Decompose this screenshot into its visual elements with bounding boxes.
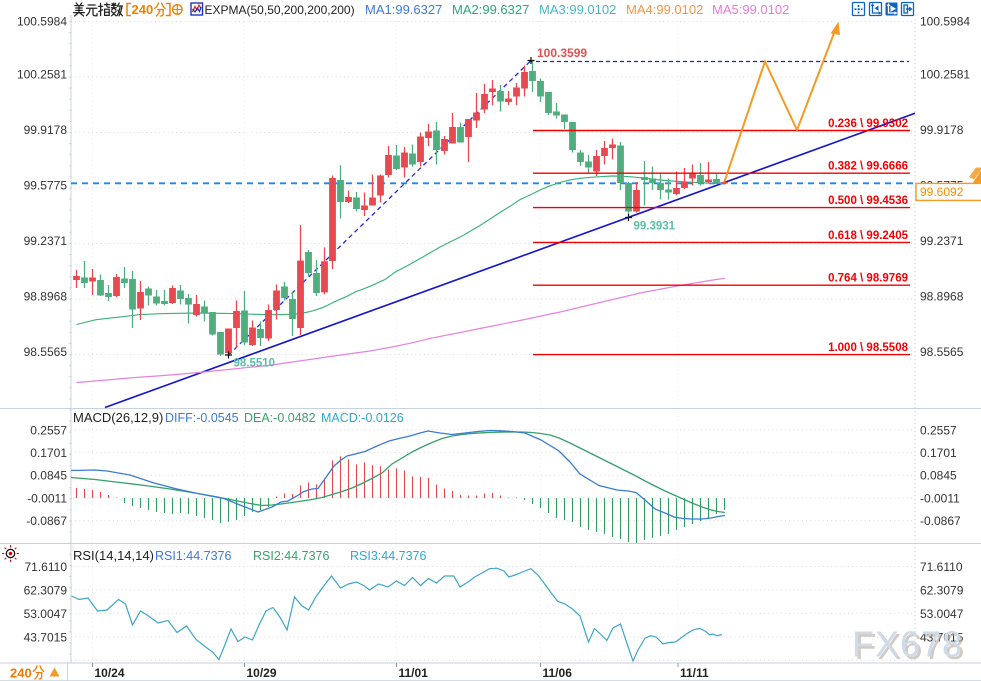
svg-text:53.0047: 53.0047 bbox=[24, 607, 68, 621]
svg-text:240: 240 bbox=[10, 666, 32, 681]
svg-text:99.2371: 99.2371 bbox=[920, 234, 964, 248]
svg-text:99.9178: 99.9178 bbox=[24, 123, 68, 137]
svg-text:240: 240 bbox=[132, 2, 154, 17]
svg-text:MA2:99.6327: MA2:99.6327 bbox=[452, 2, 529, 17]
svg-text:100.2581: 100.2581 bbox=[17, 68, 67, 82]
svg-text:FX678: FX678 bbox=[855, 626, 966, 667]
svg-text:0.618 \ 99.2405: 0.618 \ 99.2405 bbox=[828, 230, 909, 242]
svg-text:-0.0867: -0.0867 bbox=[920, 514, 961, 528]
svg-text:100.5984: 100.5984 bbox=[17, 14, 67, 28]
svg-text:MA1:99.6327: MA1:99.6327 bbox=[365, 2, 442, 17]
svg-text:99.3931: 99.3931 bbox=[634, 221, 676, 233]
svg-text:0.382 \ 99.6666: 0.382 \ 99.6666 bbox=[828, 161, 908, 173]
svg-text:0.236 \ 99.9302: 0.236 \ 99.9302 bbox=[828, 118, 908, 130]
svg-text:0.2557: 0.2557 bbox=[30, 423, 67, 437]
svg-text:FX678: FX678 bbox=[852, 624, 963, 665]
svg-text:98.5565: 98.5565 bbox=[24, 345, 68, 359]
svg-text:98.5510: 98.5510 bbox=[234, 358, 276, 370]
svg-text:62.3079: 62.3079 bbox=[920, 583, 964, 597]
svg-text:-0.0867: -0.0867 bbox=[26, 514, 67, 528]
svg-text:98.5565: 98.5565 bbox=[920, 345, 964, 359]
svg-text:11/11: 11/11 bbox=[680, 666, 709, 680]
svg-text:43.7015: 43.7015 bbox=[24, 630, 68, 644]
svg-text:98.8968: 98.8968 bbox=[920, 290, 964, 304]
svg-text:0.1701: 0.1701 bbox=[920, 446, 957, 460]
svg-text:71.6110: 71.6110 bbox=[25, 560, 68, 574]
svg-text:0.1701: 0.1701 bbox=[30, 446, 67, 460]
svg-text:11/01: 11/01 bbox=[399, 666, 429, 680]
svg-text:-0.0011: -0.0011 bbox=[920, 491, 960, 505]
svg-text:MA5:99.0102: MA5:99.0102 bbox=[712, 2, 789, 17]
svg-text:10/29: 10/29 bbox=[247, 666, 277, 680]
svg-text:1.000 \ 98.5508: 1.000 \ 98.5508 bbox=[828, 342, 909, 354]
svg-text:98.8968: 98.8968 bbox=[24, 290, 68, 304]
svg-text:62.3079: 62.3079 bbox=[24, 583, 68, 597]
svg-text:10/24: 10/24 bbox=[95, 666, 125, 680]
svg-text:100.3599: 100.3599 bbox=[537, 46, 587, 60]
svg-text:99.9178: 99.9178 bbox=[920, 123, 964, 137]
svg-text:43.7015: 43.7015 bbox=[920, 630, 964, 644]
svg-text:53.0047: 53.0047 bbox=[920, 607, 964, 621]
svg-text:EXPMA(50,50,200,200,200): EXPMA(50,50,200,200,200) bbox=[205, 3, 355, 17]
svg-text:11/06: 11/06 bbox=[543, 666, 573, 680]
svg-text:RSI(14,14,14): RSI(14,14,14) bbox=[73, 548, 154, 563]
svg-text:RSI3:44.7376: RSI3:44.7376 bbox=[350, 549, 426, 563]
svg-text:100.5984: 100.5984 bbox=[920, 14, 970, 28]
svg-text:100.2581: 100.2581 bbox=[920, 68, 970, 82]
svg-text:99.2371: 99.2371 bbox=[24, 234, 68, 248]
svg-text:RSI1:44.7376: RSI1:44.7376 bbox=[155, 549, 231, 563]
svg-text:99.6092: 99.6092 bbox=[920, 185, 964, 199]
svg-text:99.5775: 99.5775 bbox=[24, 179, 68, 193]
svg-text:MACD(26,12,9): MACD(26,12,9) bbox=[73, 410, 163, 425]
svg-text:0.2557: 0.2557 bbox=[920, 423, 957, 437]
svg-text:0.0845: 0.0845 bbox=[30, 469, 67, 483]
svg-text:MA3:99.0102: MA3:99.0102 bbox=[539, 2, 616, 17]
svg-text:MA4:99.0102: MA4:99.0102 bbox=[626, 2, 703, 17]
svg-text:0.0845: 0.0845 bbox=[920, 469, 957, 483]
svg-text:0.764 \ 98.9769: 0.764 \ 98.9769 bbox=[828, 273, 908, 285]
svg-text:MACD:-0.0126: MACD:-0.0126 bbox=[321, 411, 404, 425]
svg-text:DIFF:-0.0545: DIFF:-0.0545 bbox=[165, 411, 239, 425]
svg-text:RSI2:44.7376: RSI2:44.7376 bbox=[253, 549, 329, 563]
svg-text:-0.0011: -0.0011 bbox=[27, 491, 67, 505]
svg-text:DEA:-0.0482: DEA:-0.0482 bbox=[244, 411, 316, 425]
svg-text:0.500 \ 99.4536: 0.500 \ 99.4536 bbox=[828, 195, 908, 207]
svg-text:71.6110: 71.6110 bbox=[920, 560, 963, 574]
